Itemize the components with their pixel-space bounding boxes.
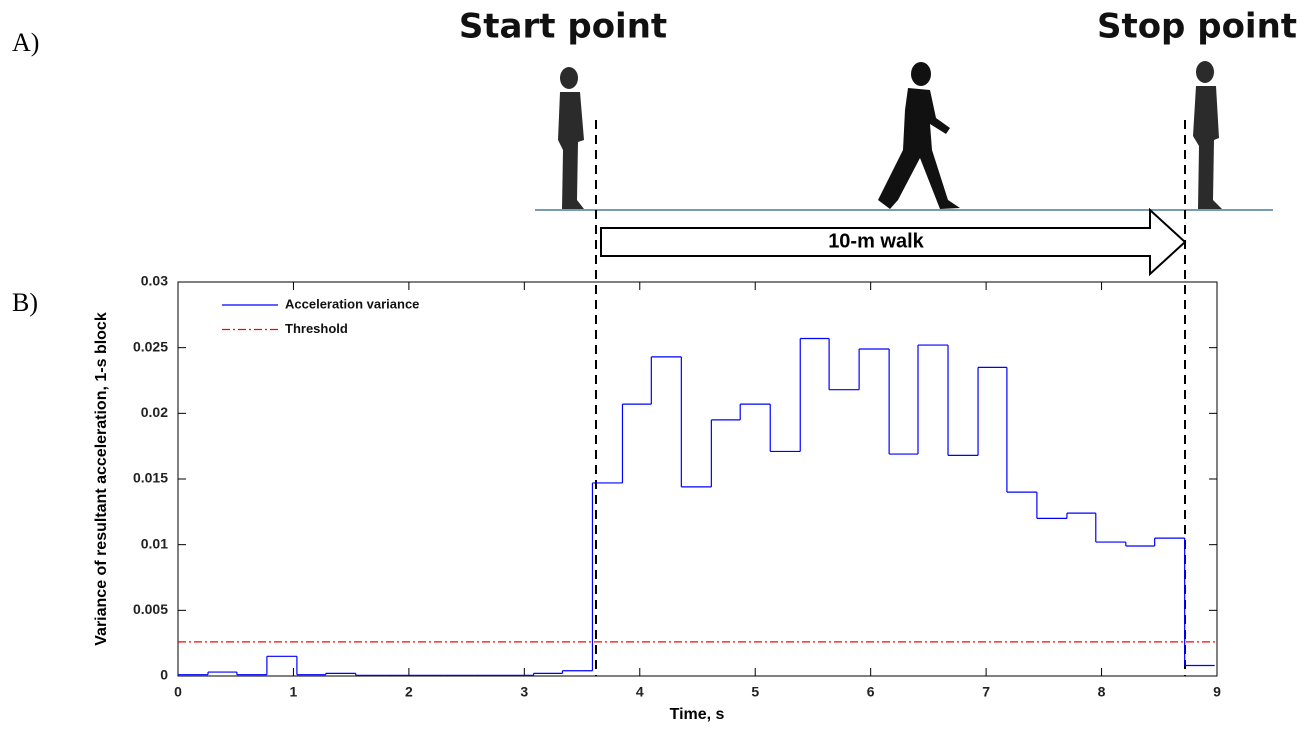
x-tick-label: 7 [982,684,990,700]
x-tick-label: 8 [1098,684,1106,700]
panel-label: B) [12,288,38,317]
plot-frame [178,282,1217,676]
x-tick-label: 1 [290,684,298,700]
start-label: Start point [459,7,667,47]
standing-person [558,67,584,209]
y-tick-label: 0.015 [133,470,168,486]
x-tick-label: 3 [520,684,528,700]
x-tick-label: 0 [174,684,182,700]
y-tick-label: 0.025 [133,338,168,354]
x-tick-label: 9 [1213,684,1221,700]
x-axis-label: Time, s [670,706,725,723]
x-tick-label: 6 [867,684,875,700]
y-tick-label: 0.01 [141,535,168,551]
x-tick-label: 5 [751,684,759,700]
x-tick-label: 2 [405,684,413,700]
stop-label: Stop point [1097,7,1297,47]
y-tick-label: 0.005 [133,601,168,617]
standing-person [1193,61,1222,209]
walk-label: 10-m walk [828,230,924,252]
y-tick-label: 0 [160,667,168,683]
legend-label: Acceleration variance [285,296,419,311]
y-tick-label: 0.02 [141,404,168,420]
panel-label: A) [12,28,39,57]
legend-label: Threshold [285,321,348,336]
plot: 0 0.005 0.01 0.015 0.02 0.025 0.03 0 1 2 3 4 5 6 7 8 9 Ac… [133,273,1221,700]
y-axis-label: Variance of resultant acceleration, 1-s … [93,312,110,646]
figure: A) B) Start point Stop point 10-m walk V… [0,0,1301,724]
x-tick-label: 4 [636,684,644,700]
y-tick-label: 0.03 [141,273,168,289]
walking-person [878,62,960,209]
